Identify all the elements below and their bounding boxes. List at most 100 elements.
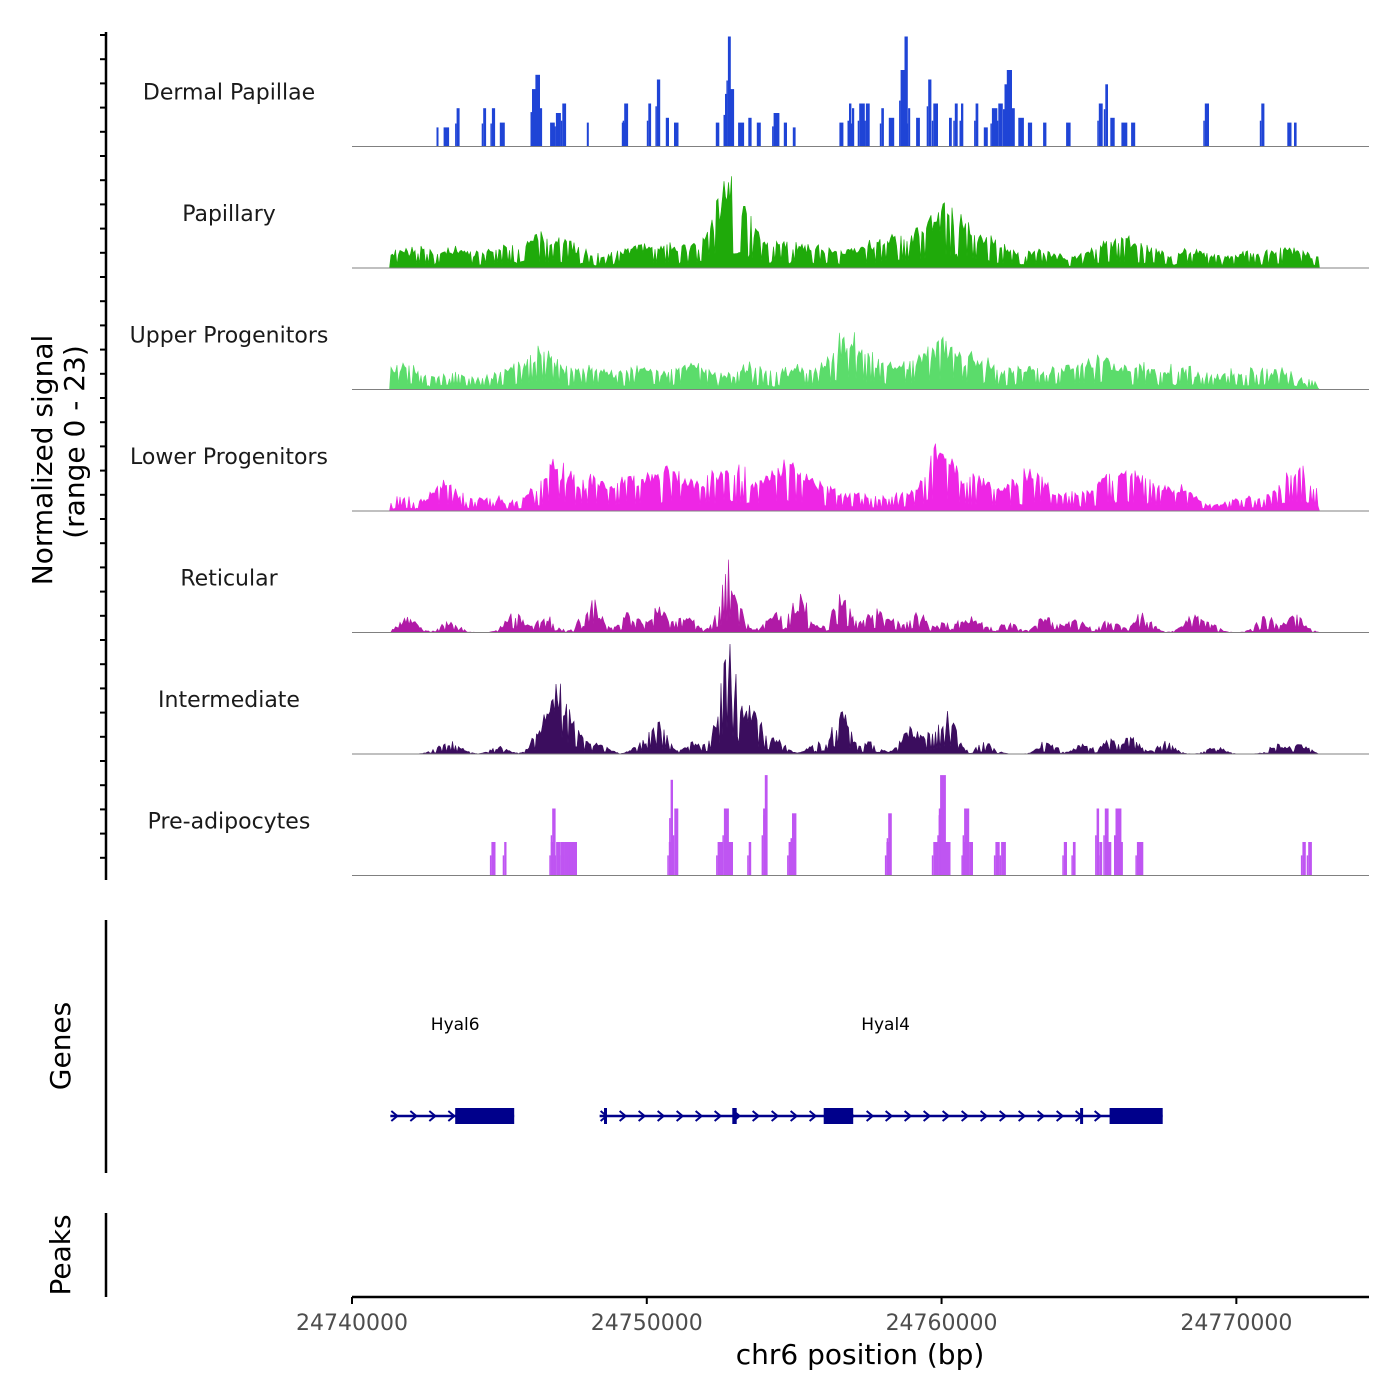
coverage-spike [1287, 122, 1292, 147]
coverage-spike [728, 112, 731, 147]
coverage-spike [975, 103, 979, 147]
coverage-spike [908, 108, 911, 147]
coverage-spike [886, 838, 889, 876]
strand-arrow [694, 1110, 704, 1122]
coverage-spike [999, 855, 1002, 876]
strand-arrow [656, 1110, 666, 1122]
coverage-spike [983, 127, 988, 147]
strand-arrow [960, 1110, 970, 1122]
coverage-spike [1063, 842, 1067, 876]
strand-arrow [428, 1110, 437, 1122]
gene-exon [823, 1108, 854, 1124]
coverage-spike [747, 855, 749, 876]
coverage-spike [567, 855, 570, 876]
coverage-spike [560, 842, 565, 876]
coverage-spike [1006, 70, 1012, 147]
coverage-spike [864, 120, 866, 147]
coverage-spike [648, 103, 652, 147]
coverage-spike [938, 815, 941, 876]
coverage-spike [1066, 122, 1071, 147]
coverage-spike [672, 835, 675, 876]
coverage-spike [904, 36, 908, 147]
coverage-spike [549, 855, 551, 876]
coverage-spike [564, 842, 570, 876]
coverage-spike [1140, 842, 1144, 876]
coverage-spike [1072, 842, 1076, 876]
coverage-spike [998, 103, 1003, 147]
coverage-spike [881, 108, 884, 147]
gene-exon [732, 1108, 737, 1124]
coverage-spike [1136, 842, 1142, 876]
coverage-spike [1131, 122, 1136, 147]
coverage-spike [906, 123, 909, 147]
coverage-spike [1018, 117, 1024, 147]
coverage-spike [967, 855, 970, 876]
coverage-spike [1097, 855, 1100, 876]
coverage-spike [499, 122, 505, 147]
coverage-spike [1009, 108, 1015, 147]
coverage-spike [535, 74, 540, 147]
coverage-spike [1294, 122, 1297, 147]
coverage-spike [1139, 855, 1141, 876]
coverage-spike [1114, 835, 1116, 876]
coverage-spike [1008, 123, 1010, 147]
x-axis-title: chr6 position (bp) [736, 1338, 985, 1371]
coverage-spike [849, 103, 852, 147]
coverage-spike [727, 855, 729, 876]
track-label: Intermediate [158, 688, 300, 713]
coverage-spike [1098, 103, 1103, 147]
coverage-spike [937, 835, 939, 876]
strand-arrow [865, 1110, 875, 1122]
strand-arrow [1017, 1110, 1027, 1122]
coverage-spike [646, 120, 649, 147]
gene-hyal6: Hyal6 [390, 1015, 515, 1124]
coverage-spike [537, 123, 540, 147]
genes-panel: Hyal6 Hyal4 [390, 1015, 1163, 1124]
coverage-spike [1005, 100, 1007, 147]
track-label: Dermal Papillae [143, 81, 315, 106]
coverage-spike [491, 108, 496, 147]
coverage-spike [665, 117, 669, 147]
coverage-spike [1106, 855, 1108, 876]
gene-name-label: Hyal4 [861, 1015, 910, 1035]
signal-y-axis [100, 32, 108, 1297]
track-upper-progenitors [352, 332, 1369, 390]
coverage-spike [773, 113, 780, 147]
track-intermediate [352, 643, 1369, 755]
coverage-spike [1104, 808, 1109, 876]
coverage-spike [790, 838, 792, 876]
coverage-spike [556, 842, 561, 876]
coverage-spike [1300, 855, 1303, 876]
coverage-spike [931, 855, 934, 876]
track-label: Pre-adipocytes [148, 810, 311, 835]
coverage-spike [624, 103, 629, 147]
coverage-spike [1062, 855, 1064, 876]
coverage-spike [717, 842, 724, 876]
coverage-spike [489, 855, 492, 876]
coverage-spike [1261, 103, 1265, 147]
gene-exon [455, 1108, 515, 1124]
coverage-spike [1097, 120, 1099, 147]
coverage-spike [456, 108, 460, 147]
track-label: Reticular [180, 567, 278, 592]
strand-arrow [998, 1110, 1008, 1122]
coverage-spike [1095, 835, 1097, 876]
strand-arrow [922, 1110, 932, 1122]
coverage-spike [669, 818, 671, 876]
coverage-spike [491, 842, 496, 876]
coverage-spike [959, 120, 961, 147]
coverage-spike [563, 855, 565, 876]
coverage-spike [1115, 808, 1122, 876]
coverage-spike [483, 108, 487, 147]
track-papillary [352, 176, 1369, 269]
strand-arrow [884, 1110, 894, 1122]
gene-exon [1080, 1108, 1084, 1124]
x-axis: 24740000 24750000 24760000 24770000 [296, 1295, 1369, 1336]
coverage-spike [1110, 117, 1115, 147]
coverage-spike [530, 112, 532, 147]
coverage-spike [761, 835, 764, 876]
coverage-area [352, 332, 1369, 390]
strand-arrow [1036, 1110, 1046, 1122]
coverage-spike [1259, 120, 1262, 147]
